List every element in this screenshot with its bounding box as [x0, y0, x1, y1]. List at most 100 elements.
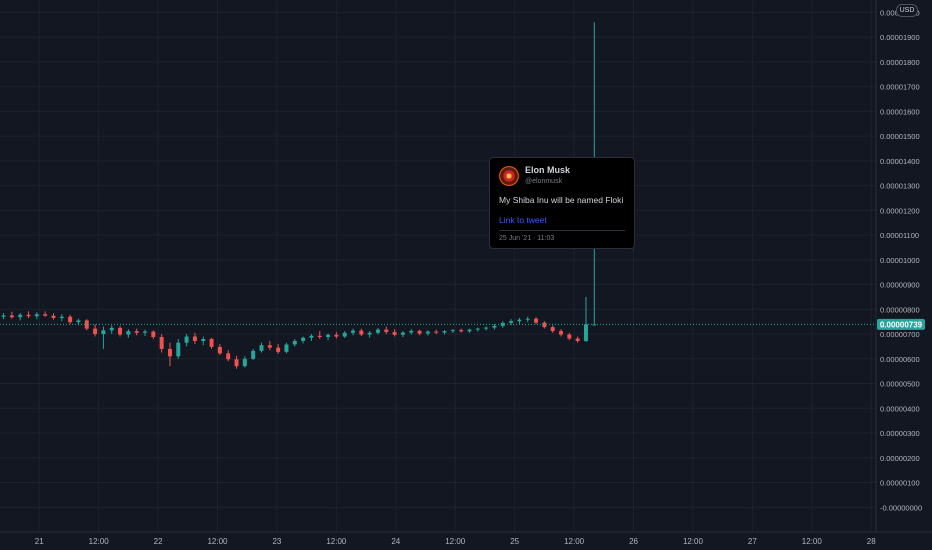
candle-down [542, 322, 547, 328]
candle-up [517, 319, 522, 322]
candle-down [167, 348, 172, 357]
y-tick-label: 0.00000500 [880, 380, 920, 389]
candle-up [500, 322, 505, 326]
x-tick-label: 12:00 [207, 537, 228, 546]
y-tick-label: 0.00000900 [880, 281, 920, 290]
tweet-text: My Shiba Inu will be named Floki [499, 195, 624, 205]
candle-up [400, 332, 405, 335]
candle-down [118, 327, 123, 335]
candle-up [492, 325, 497, 328]
candle-down [217, 346, 222, 354]
currency-badge[interactable]: USD [896, 4, 918, 17]
candle-up [409, 330, 414, 333]
x-tick-label: 22 [154, 537, 163, 546]
candle-up [450, 330, 455, 332]
x-tick-label: 12:00 [89, 537, 110, 546]
y-tick-label: 0.00001600 [880, 107, 920, 116]
y-tick-label: 0.00001800 [880, 58, 920, 67]
y-tick-label: 0.00001000 [880, 256, 920, 265]
chart-grid [0, 0, 876, 532]
candle-down [51, 315, 56, 318]
tweet-author-block: Elon Musk @elonmusk [525, 165, 570, 187]
candle-down [93, 328, 98, 335]
y-tick-label: 0.00000600 [880, 355, 920, 364]
y-tick-label: 0.00001100 [880, 231, 919, 240]
candle-up [484, 327, 489, 329]
candle-up [583, 324, 588, 341]
candle-up [176, 342, 181, 357]
x-tick-label: 23 [272, 537, 281, 546]
candle-up [351, 330, 356, 333]
tweet-divider [499, 230, 625, 231]
candle-down [434, 331, 439, 333]
candle-up [525, 318, 530, 320]
candle-down [384, 329, 389, 333]
candle-down [226, 353, 231, 360]
candle-up [425, 331, 430, 334]
candle-down [567, 334, 572, 339]
y-tick-label: 0.00001900 [880, 33, 920, 42]
last-price-label: 0.00000739 [877, 318, 925, 330]
candle-down [550, 327, 555, 332]
y-tick-label: 0.00000700 [880, 330, 920, 339]
y-tick-label: -0.00000000 [880, 503, 922, 512]
candle-up [326, 334, 331, 338]
candle-up [101, 330, 106, 335]
tweet-handle: @elonmusk [525, 178, 563, 185]
tweet-author: Elon Musk [525, 165, 571, 175]
tweet-link[interactable]: Link to tweet [499, 215, 547, 225]
price-axis[interactable]: 0.000020000.000019000.000018000.00001700… [880, 8, 922, 512]
candle-up [292, 340, 297, 345]
candle-up [442, 331, 447, 333]
candle-up [76, 320, 81, 323]
x-tick-label: 24 [391, 537, 400, 546]
y-tick-label: 0.00000200 [880, 454, 920, 463]
candle-up [342, 332, 347, 337]
candle-down [267, 345, 272, 348]
candle-down [234, 359, 239, 367]
avatar [499, 166, 519, 186]
candle-down [317, 335, 322, 338]
candle-up [184, 336, 189, 343]
x-tick-label: 28 [867, 537, 876, 546]
candle-up [201, 338, 206, 341]
y-tick-label: 0.00000300 [880, 429, 920, 438]
tweet-card[interactable]: Elon Musk @elonmusk My Shiba Inu will be… [489, 157, 635, 249]
candle-down [134, 331, 139, 333]
candle-up [109, 327, 114, 331]
time-axis[interactable]: 21 12:00 22 12:00 23 12:00 24 12:00 25 12:00 26 12:… [35, 537, 876, 546]
y-tick-label: 0.00001700 [880, 83, 920, 92]
candle-down [26, 314, 31, 317]
y-tick-label: 0.00001500 [880, 132, 920, 141]
candle-up [259, 345, 264, 351]
x-tick-label: 12:00 [683, 537, 704, 546]
candle-down [559, 331, 564, 335]
candle-down [334, 334, 339, 337]
candle-down [575, 338, 580, 341]
candle-down [209, 338, 214, 347]
x-tick-label: 12:00 [445, 537, 466, 546]
x-tick-label: 26 [629, 537, 638, 546]
candle-up [18, 314, 23, 318]
y-tick-label: 0.00001200 [880, 206, 920, 215]
candle-up [34, 314, 39, 317]
candle-down [534, 318, 539, 323]
candlestick-series[interactable] [1, 22, 597, 369]
candle-up [242, 358, 247, 367]
candle-up [143, 331, 148, 333]
candle-up [309, 335, 314, 338]
candle-down [84, 320, 89, 329]
candle-down [43, 314, 48, 316]
candle-up [467, 329, 472, 332]
tweet-header: Elon Musk @elonmusk [499, 165, 625, 187]
candle-down [159, 337, 164, 349]
candle-up [375, 329, 380, 333]
x-tick-label: 12:00 [326, 537, 347, 546]
x-tick-label: 12:00 [564, 537, 585, 546]
candle-down [192, 336, 197, 341]
candle-down [359, 330, 364, 335]
candle-down [459, 330, 464, 332]
candle-down [68, 316, 73, 323]
candle-up [59, 316, 64, 318]
